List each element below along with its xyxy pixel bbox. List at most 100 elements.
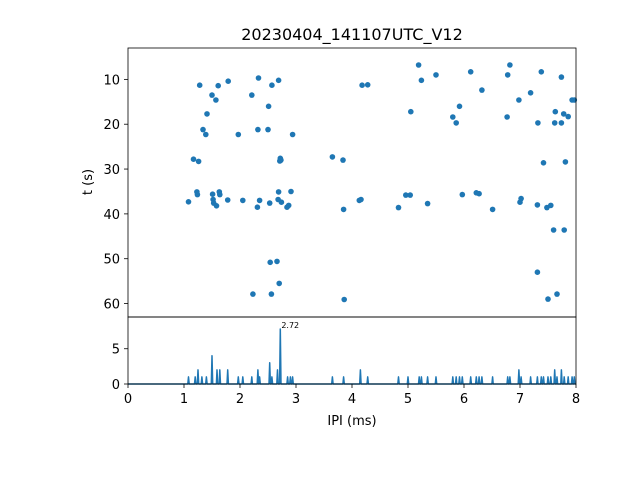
scatter-point-53: [359, 82, 365, 88]
x-tick-label-bottom-8: 8: [572, 392, 580, 407]
scatter-point-45: [288, 188, 294, 195]
scatter-point-30: [266, 200, 273, 206]
scatter-point-57: [407, 192, 414, 198]
scatter-point-71: [489, 206, 496, 213]
scatter-point-67: [467, 69, 474, 75]
scatter-point-48: [340, 157, 346, 163]
scatter-point-17: [217, 191, 223, 198]
scatter-point-38: [276, 280, 283, 287]
scatter-point-19: [225, 78, 231, 84]
scatter-point-91: [558, 120, 565, 126]
scatter-point-24: [254, 204, 261, 210]
scatter-point-80: [534, 202, 541, 208]
scatter-point-72: [504, 114, 510, 120]
scatter-point-96: [565, 113, 571, 120]
scatter-point-7: [203, 131, 209, 138]
scatter-point-60: [418, 77, 425, 84]
scatter-point-64: [453, 120, 460, 126]
x-tick-label-bottom-3: 3: [292, 392, 300, 407]
scatter-point-20: [235, 131, 242, 138]
x-tick-label-bottom-5: 5: [404, 392, 412, 407]
y-tick-label-top-3: 40: [103, 208, 120, 223]
x-tick-label-bottom-1: 1: [180, 392, 188, 407]
scatter-point-69: [476, 190, 482, 197]
scatter-point-34: [274, 258, 280, 265]
scatter-point-89: [552, 108, 559, 115]
scatter-point-36: [275, 77, 282, 84]
scatter-point-23: [250, 291, 256, 297]
scatter-point-73: [504, 72, 511, 78]
scatter-point-70: [479, 87, 485, 93]
chart-title: 20230404_141107UTC_V12: [241, 25, 463, 45]
y-tick-label-top-0: 10: [103, 73, 120, 88]
scatter-point-32: [268, 291, 275, 297]
scatter-point-4: [195, 158, 202, 165]
scatter-point-79: [534, 269, 541, 276]
y-tick-label-top-1: 20: [103, 118, 120, 133]
scatter-point-54: [364, 82, 371, 88]
y-tick-label-top-5: 60: [103, 298, 120, 313]
scatter-point-6: [200, 126, 206, 133]
y-axis-label-top: t (s): [81, 169, 96, 195]
scatter-point-28: [265, 126, 271, 133]
scatter-point-47: [329, 154, 336, 160]
scatter-point-27: [256, 197, 263, 204]
scatter-point-63: [450, 114, 456, 120]
scatter-point-10: [209, 191, 216, 197]
scatter-point-81: [535, 120, 541, 126]
x-tick-label-bottom-7: 7: [516, 392, 524, 407]
scatter-point-14: [213, 203, 220, 209]
scatter-point-29: [265, 103, 272, 110]
scatter-point-86: [548, 202, 554, 209]
peak-annotation: 2.72: [281, 321, 299, 330]
scatter-point-59: [415, 62, 422, 68]
x-tick-label-bottom-6: 6: [460, 392, 468, 407]
scatter-point-93: [560, 111, 567, 117]
scatter-point-61: [424, 200, 431, 207]
scatter-point-82: [538, 69, 545, 75]
scatter-point-0: [185, 199, 192, 205]
scatter-point-44: [285, 202, 292, 209]
histogram-frame: [127, 316, 577, 385]
scatter-point-49: [340, 206, 347, 213]
scatter-point-78: [527, 90, 534, 96]
scatter-point-42: [278, 199, 285, 205]
scatter-point-92: [558, 74, 565, 80]
scatter-point-85: [545, 296, 551, 302]
scatter-point-46: [289, 131, 296, 138]
scatter-point-62: [433, 72, 439, 78]
x-axis-label-bottom: IPI (ms): [327, 414, 376, 429]
scatter-point-75: [516, 97, 522, 103]
scatter-point-88: [551, 120, 558, 126]
scatter-point-33: [269, 82, 275, 88]
scatter-point-9: [209, 92, 215, 98]
scatter-point-55: [395, 204, 402, 211]
scatter-point-87: [550, 227, 557, 233]
histogram-panel: 2.72 0 1 2 3 4 5 6 7 8 0 5: [112, 316, 580, 407]
scatter-point-25: [255, 126, 261, 133]
x-tick-label-bottom-4: 4: [348, 392, 356, 407]
y-tick-label-bottom-0: 0: [112, 378, 120, 393]
scatter-point-66: [459, 191, 466, 198]
x-tick-label-bottom-2: 2: [236, 392, 244, 407]
scatter-point-8: [204, 111, 210, 117]
scatter-point-31: [267, 259, 274, 266]
scatter-point-95: [562, 159, 569, 165]
scatter-panel: 10 20 30 40 50 60: [103, 47, 578, 318]
scatter-point-13: [213, 97, 219, 103]
scatter-point-5: [196, 82, 203, 88]
scatter-point-3: [194, 191, 201, 198]
y-tick-label-top-4: 50: [103, 253, 120, 268]
scatter-point-58: [408, 108, 414, 115]
scatter-point-90: [554, 291, 560, 297]
scatter-point-26: [255, 75, 262, 81]
y-tick-label-top-2: 30: [103, 163, 120, 178]
x-tick-label-bottom-0: 0: [124, 392, 132, 407]
scatter-point-41: [278, 157, 284, 163]
scatter-point-77: [518, 195, 524, 202]
scatter-point-65: [456, 103, 463, 110]
scatter-point-94: [561, 227, 567, 233]
scatter-point-15: [215, 82, 221, 89]
